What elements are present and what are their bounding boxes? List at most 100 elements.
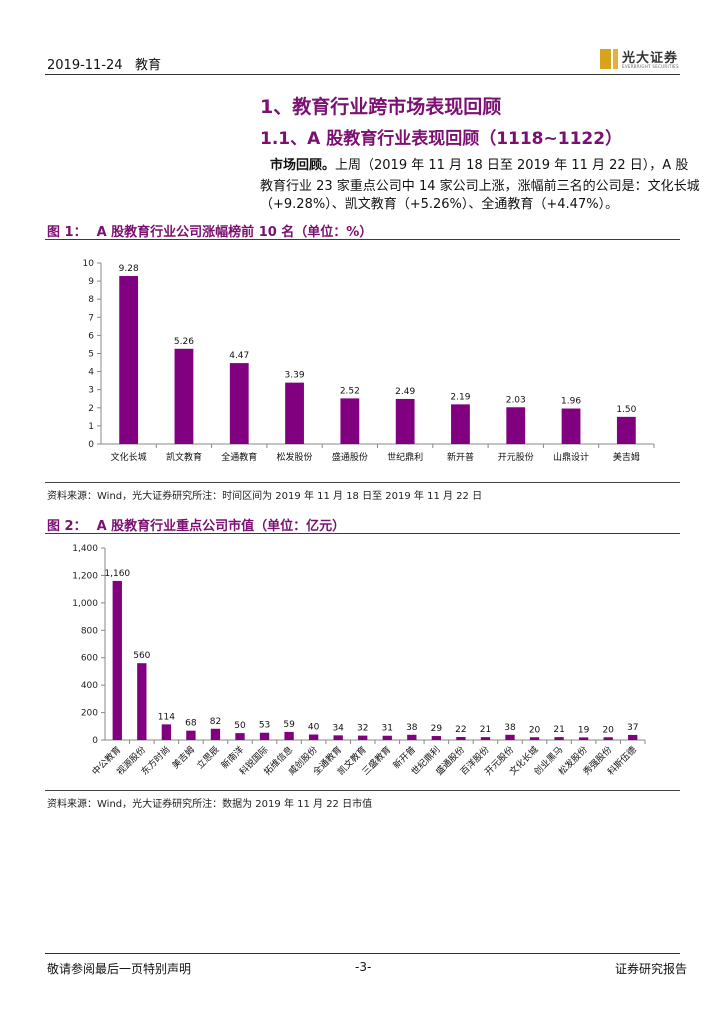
bar [210,728,221,740]
figure2-chart: 02004006008001,0001,2001,4001,160中公教育560… [72,544,646,778]
y-tick-label: 1 [88,422,94,432]
data-label: 21 [480,725,491,735]
y-tick-label: 200 [81,709,98,719]
data-label: 20 [602,725,614,735]
logo-mark-accent [613,49,618,69]
figure2-top-rule [45,533,680,534]
data-label: 29 [431,724,443,734]
data-label: 3.39 [285,371,305,381]
data-label: 59 [283,720,295,730]
figure2-caption: 图 2： A 股教育行业重点公司市值（单位：亿元） [47,515,345,534]
y-tick-label: 3 [88,386,94,396]
y-tick-label: 1,000 [72,599,98,609]
body-line-1-text: 上周（2019 年 11 月 18 日至 2019 年 11 月 22 日），A… [335,158,689,173]
y-tick-label: 600 [81,654,98,664]
bar [561,408,581,444]
y-tick-label: 4 [88,368,94,378]
body-line-2: 教育行业 23 家重点公司中 14 家公司上涨，涨幅前三名的公司是：文化长城 [260,179,700,194]
bar [358,735,368,740]
data-label: 40 [308,723,320,733]
bar [616,416,636,444]
bar [603,737,613,740]
data-label: 68 [185,719,197,729]
bar [119,276,139,444]
x-tick-label: 文化长城 [111,451,147,463]
data-label: 9.28 [119,264,139,274]
data-label: 19 [578,725,590,735]
bar [308,734,319,740]
x-tick-label: 立思辰 [194,744,222,772]
bar [112,580,122,740]
y-tick-label: 10 [83,259,95,269]
bar [285,382,304,444]
bar [407,734,417,740]
bar [186,730,196,740]
y-tick-label: 1,200 [72,571,98,581]
data-label: 31 [382,724,393,734]
bar [506,407,526,444]
y-tick-label: 5 [88,350,94,360]
data-label: 4.47 [229,351,249,361]
data-label: 82 [210,717,221,727]
bar [529,737,540,740]
bar [480,737,491,740]
y-tick-label: 7 [88,313,94,323]
data-label: 1,160 [104,569,130,579]
bar [340,398,360,444]
footer-report-type: 证券研究报告 [615,962,688,976]
body-line-3: （+9.28%）、凯文教育（+5.26%）、全通教育（+4.47%）。 [260,197,619,212]
bar [333,735,343,740]
body-line-1: 市场回顾。上周（2019 年 11 月 18 日至 2019 年 11 月 22… [270,155,688,176]
body-lead: 市场回顾。 [270,158,336,173]
bar [505,734,515,740]
bar [451,404,470,444]
figure1-source: 资料来源：Wind，光大证券研究所注：时间区间为 2019 年 11 月 18 … [47,491,483,502]
bar [161,724,172,740]
logo-mark-icon [600,49,611,69]
data-label: 32 [357,724,368,734]
x-tick-label: 盛通股份 [332,451,368,463]
x-tick-label: 美吉姆 [613,451,640,463]
header-date-category: 2019-11-24 教育 [47,54,161,73]
bar [395,398,415,444]
figure1-label: 图 1： [47,225,87,240]
header-rule [45,74,680,75]
data-label: 38 [504,723,516,733]
bar [259,732,270,740]
y-tick-label: 2 [88,404,94,414]
y-tick-label: 6 [88,331,94,341]
data-label: 5.26 [174,337,194,347]
x-tick-label: 开元股份 [498,451,534,463]
x-tick-label: 山鼎设计 [553,451,589,463]
x-tick-label: 全通教育 [221,451,257,463]
y-tick-label: 9 [88,277,94,287]
figure1-caption: 图 1： A 股教育行业公司涨幅榜前 10 名（单位：%） [47,221,372,240]
figure2-title: A 股教育行业重点公司市值（单位：亿元） [96,519,346,534]
data-label: 20 [529,725,541,735]
data-label: 2.52 [340,386,360,396]
y-tick-label: 800 [81,626,98,636]
logo-name: 光大证券 [622,51,679,66]
data-label: 38 [406,723,418,733]
x-tick-label: 新开普 [447,451,474,463]
header-date: 2019-11-24 [47,58,123,73]
data-label: 114 [158,712,175,722]
figure1-top-rule [45,239,680,240]
figure2-bottom-rule [45,790,680,791]
x-tick-label: 美吉姆 [169,744,197,772]
x-tick-label: 世纪鼎利 [387,451,423,463]
data-label: 2.19 [450,392,470,402]
bar [456,736,466,740]
data-label: 53 [259,721,270,731]
x-tick-label: 凯文教育 [166,451,202,463]
data-label: 22 [455,725,466,735]
logo-subtitle: EVERBRIGHT SECURITIES [622,64,679,69]
data-label: 1.50 [616,405,636,415]
company-logo: 光大证券 EVERBRIGHT SECURITIES [600,47,679,73]
bar [284,731,294,740]
bar [554,737,564,740]
subsection-title: 1.1、A 股教育行业表现回顾（1118~1122） [260,129,623,149]
data-label: 34 [332,723,344,733]
figure2-source: 资料来源：Wind，光大证券研究所注：数据为 2019 年 11 月 22 日市… [47,799,373,810]
figure1-title: A 股教育行业公司涨幅榜前 10 名（单位：%） [96,225,373,240]
